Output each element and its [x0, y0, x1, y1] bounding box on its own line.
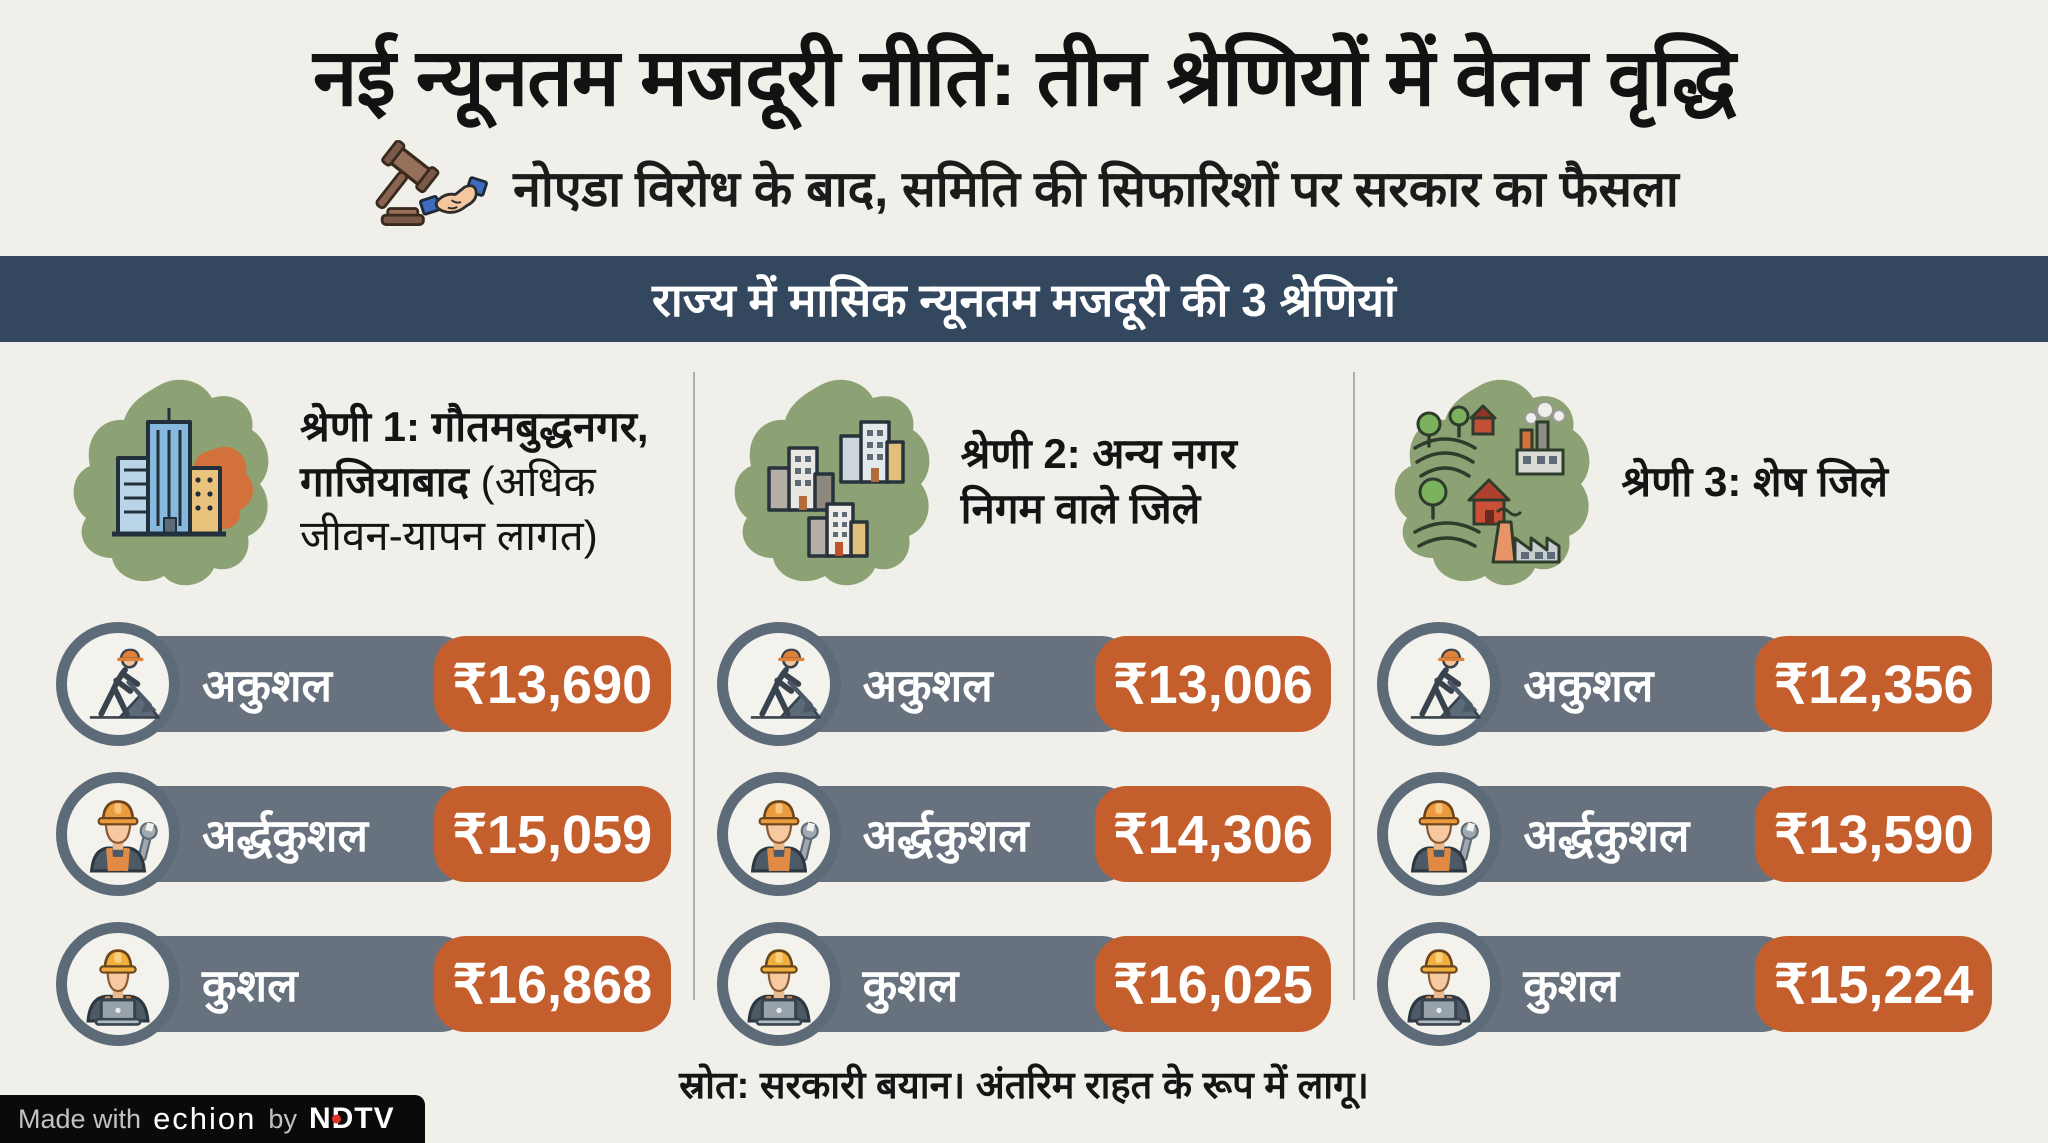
category-name: श्रेणी 1: गौतमबुद्धनगर, गाजियाबाद [300, 403, 649, 505]
wage-value: ₹15,059 [434, 786, 671, 882]
category-name: श्रेणी 2: अन्य नगर निगम वाले जिले [960, 430, 1237, 532]
wage-label: कुशल [1439, 936, 1796, 1032]
credit-bar: Made with echion by NDTV [0, 1095, 425, 1143]
wage-rows-1: अकुशल ₹13,690 अर्द्धकुशल ₹15,059 कुशल [56, 622, 671, 1046]
unskilled-worker-digging-icon [735, 640, 823, 728]
wage-value: ₹14,306 [1094, 786, 1332, 882]
wage-value: ₹13,690 [434, 636, 671, 732]
semi-skilled-worker-wrench-icon [74, 790, 162, 878]
wage-value: ₹13,590 [1755, 786, 1993, 882]
category-title-3: श्रेणी 3: शेष जिले [1621, 455, 1888, 510]
column-divider [692, 372, 695, 1000]
wage-rows-2: अकुशल ₹13,006 अर्द्धकुशल ₹14,306 कुशल [716, 622, 1332, 1046]
wage-value: ₹16,025 [1094, 936, 1332, 1032]
category-name: श्रेणी 3: शेष जिले [1621, 457, 1889, 505]
skilled-worker-laptop-icon [74, 940, 162, 1028]
unskilled-worker-digging-icon [1395, 640, 1483, 728]
wage-row: अकुशल ₹13,690 [56, 622, 671, 746]
ndtv-logo-text: NDTV [308, 1102, 395, 1135]
urban-district-map-icon [56, 372, 284, 592]
wage-row: कुशल ₹16,868 [56, 922, 671, 1046]
wage-rows-3: अकुशल ₹12,356 अर्द्धकुशल ₹13,590 कुशल [1377, 622, 1993, 1046]
wage-row: कुशल ₹15,224 [1377, 922, 1993, 1046]
ndtv-logo: NDTV [309, 1102, 395, 1136]
municipal-districts-map-icon [717, 372, 945, 592]
category-title-1: श्रेणी 1: गौतमबुद्धनगर, गाजियाबाद (अधिक … [300, 400, 671, 564]
made-with-label: Made with [18, 1103, 142, 1134]
wage-row: कुशल ₹16,025 [716, 922, 1332, 1046]
category-column-3: श्रेणी 3: शेष जिले अकुशल ₹12,356 अर्द्धक… [1355, 362, 2014, 1046]
subtitle-row: नोएडा विरोध के बाद, समिति की सिफारिशों प… [0, 138, 2048, 236]
wage-row: अर्द्धकुशल ₹14,306 [716, 772, 1332, 896]
semi-skilled-worker-wrench-icon [1395, 790, 1483, 878]
source-note: स्रोत: सरकारी बयान। अंतरिम राहत के रूप म… [679, 1065, 1369, 1107]
column-divider [1353, 372, 1356, 1000]
category-header-1: श्रेणी 1: गौतमबुद्धनगर, गाजियाबाद (अधिक … [56, 362, 671, 602]
rural-districts-map-icon [1377, 372, 1605, 592]
subtitle-text: नोएडा विरोध के बाद, समिति की सिफारिशों प… [513, 161, 1679, 217]
gavel-handshake-icon [369, 139, 491, 235]
section-banner: राज्य में मासिक न्यूनतम मजदूरी की 3 श्रे… [0, 256, 2048, 342]
unskilled-worker-digging-icon [74, 640, 162, 728]
category-column-1: श्रेणी 1: गौतमबुद्धनगर, गाजियाबाद (अधिक … [34, 362, 693, 1046]
category-column-2: श्रेणी 2: अन्य नगर निगम वाले जिले अकुशल … [695, 362, 1354, 1046]
categories-section: श्रेणी 1: गौतमबुद्धनगर, गाजियाबाद (अधिक … [0, 342, 2048, 1046]
wage-value: ₹13,006 [1094, 636, 1332, 732]
echion-logo-text: echion [153, 1101, 257, 1136]
by-label: by [268, 1103, 297, 1134]
wage-row: अर्द्धकुशल ₹15,059 [56, 772, 671, 896]
skilled-worker-laptop-icon [735, 940, 823, 1028]
wage-value: ₹12,356 [1755, 636, 1993, 732]
skilled-worker-laptop-icon [1395, 940, 1483, 1028]
category-header-2: श्रेणी 2: अन्य नगर निगम वाले जिले [717, 362, 1332, 602]
ndtv-red-dot-icon [331, 1114, 341, 1124]
wage-row: अर्द्धकुशल ₹13,590 [1377, 772, 1993, 896]
wage-value: ₹15,224 [1755, 936, 1993, 1032]
category-header-3: श्रेणी 3: शेष जिले [1377, 362, 1992, 602]
page-title: नई न्यूनतम मजदूरी नीति: तीन श्रेणियों मे… [312, 33, 1736, 122]
category-note: (अधिक जीवन-यापन लागत) [300, 457, 598, 560]
wage-value: ₹16,868 [434, 936, 671, 1032]
semi-skilled-worker-wrench-icon [735, 790, 823, 878]
wage-row: अकुशल ₹13,006 [716, 622, 1332, 746]
wage-label: कुशल [118, 936, 475, 1032]
wage-row: अकुशल ₹12,356 [1377, 622, 1993, 746]
category-title-2: श्रेणी 2: अन्य नगर निगम वाले जिले [961, 427, 1332, 536]
